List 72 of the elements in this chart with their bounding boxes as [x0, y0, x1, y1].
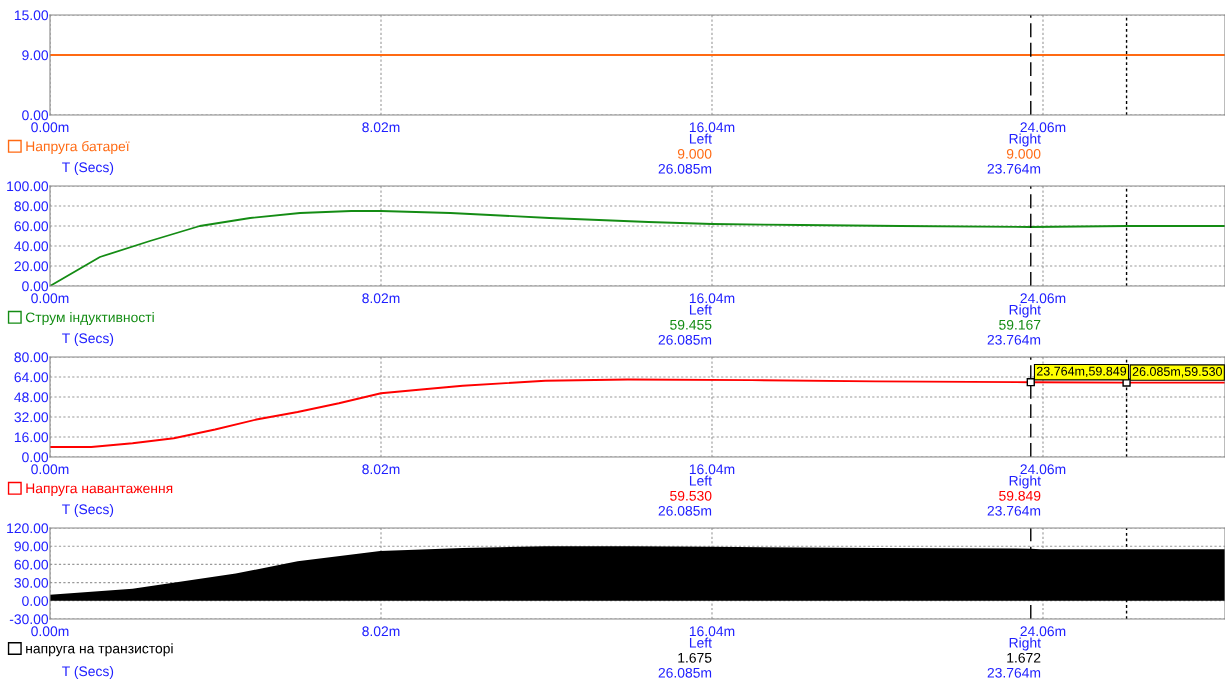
text: Left	[689, 637, 712, 648]
x-tick-label: 8.02m	[362, 293, 400, 304]
x-axis-title: T (Secs)	[62, 504, 114, 517]
legend-label: Струм індуктивності	[25, 312, 154, 325]
x-tick-label: 0.00m	[31, 122, 69, 133]
y-tick-label: 20.00	[14, 261, 49, 272]
x-axis-title: T (Secs)	[62, 666, 114, 679]
x-tick-label: 16.04m	[689, 122, 735, 133]
x-tick-label: 24.06m	[1020, 122, 1066, 133]
x-tick-label: 24.06m	[1020, 626, 1066, 637]
text: 26.085m	[658, 334, 712, 345]
text: 9.000	[1006, 148, 1041, 159]
x-tick-label: 0.00m	[31, 464, 69, 475]
x-tick-label: 0.00m	[31, 626, 69, 637]
y-tick-label: 120.00	[7, 523, 49, 534]
x-tick-label: 16.04m	[689, 293, 735, 304]
annotation: 26.085m,59.530	[1132, 367, 1222, 378]
y-tick-label: 0.00	[22, 452, 49, 463]
y-tick-label: 40.00	[14, 241, 49, 252]
y-tick-label: 32.00	[14, 412, 49, 423]
text: 23.764m	[987, 667, 1041, 678]
y-tick-label: 100.00	[7, 181, 49, 192]
y-tick-label: 0.00	[22, 596, 49, 606]
line-series	[50, 378, 1225, 448]
text: напруга на транзисторі	[26, 643, 173, 657]
text: 23.764m	[987, 163, 1041, 174]
text: Left	[689, 475, 712, 486]
legend-label: Напруга навантаження	[26, 483, 173, 496]
text: Right	[1009, 133, 1041, 147]
y-tick-label: 15.00	[14, 10, 49, 21]
text: Right	[1009, 637, 1041, 651]
x-axis-title: T (Secs)	[62, 162, 114, 175]
y-tick-label: 80.00	[14, 201, 49, 212]
y-tick-label: 9.00	[22, 50, 49, 61]
y-tick-label: 60.00	[14, 221, 49, 232]
text: 59.167	[999, 319, 1041, 330]
text: 1.672	[1007, 652, 1041, 663]
text: 23.764m	[987, 505, 1041, 516]
text: 59.455	[670, 319, 712, 330]
text: 23.764m	[987, 334, 1041, 345]
text: Left	[689, 133, 712, 144]
y-tick-label: 60.00	[14, 559, 49, 570]
text: Left	[689, 304, 712, 315]
text: 59.849	[999, 490, 1041, 501]
y-tick-label: 30.00	[14, 577, 49, 588]
text: 1.675	[678, 652, 712, 663]
x-tick-label: 16.04m	[689, 626, 735, 637]
annotation: 23.764m,59.849	[1036, 366, 1127, 378]
x-tick-label: 8.02m	[362, 626, 400, 637]
y-tick-label: 16.00	[14, 432, 49, 443]
text: 26.085m	[658, 667, 712, 678]
y-tick-label: -30.00	[9, 614, 49, 625]
x-tick-label: 8.02m	[362, 122, 400, 133]
legend-label: Напруга батареї	[26, 140, 130, 154]
text: 26.085m	[658, 163, 712, 174]
y-tick-label: 0.00	[22, 281, 49, 292]
y-tick-label: 80.00	[14, 352, 49, 363]
text: Right	[1009, 304, 1041, 318]
y-tick-label: 64.00	[14, 372, 49, 383]
x-tick-label: 24.06m	[1020, 464, 1066, 475]
x-tick-label: 8.02m	[362, 464, 400, 475]
x-tick-label: 16.04m	[689, 464, 735, 475]
text: 59.530	[670, 490, 712, 501]
x-tick-label: 0.00m	[31, 293, 69, 304]
text: 9.000	[677, 148, 712, 159]
y-tick-label: 90.00	[14, 541, 49, 552]
x-axis-title: T (Secs)	[62, 333, 114, 346]
text: 26.085m	[658, 505, 712, 516]
text: Right	[1009, 475, 1041, 489]
x-tick-label: 24.06m	[1020, 293, 1066, 304]
y-tick-label: 0.00	[22, 110, 49, 121]
y-tick-label: 48.00	[14, 392, 49, 403]
